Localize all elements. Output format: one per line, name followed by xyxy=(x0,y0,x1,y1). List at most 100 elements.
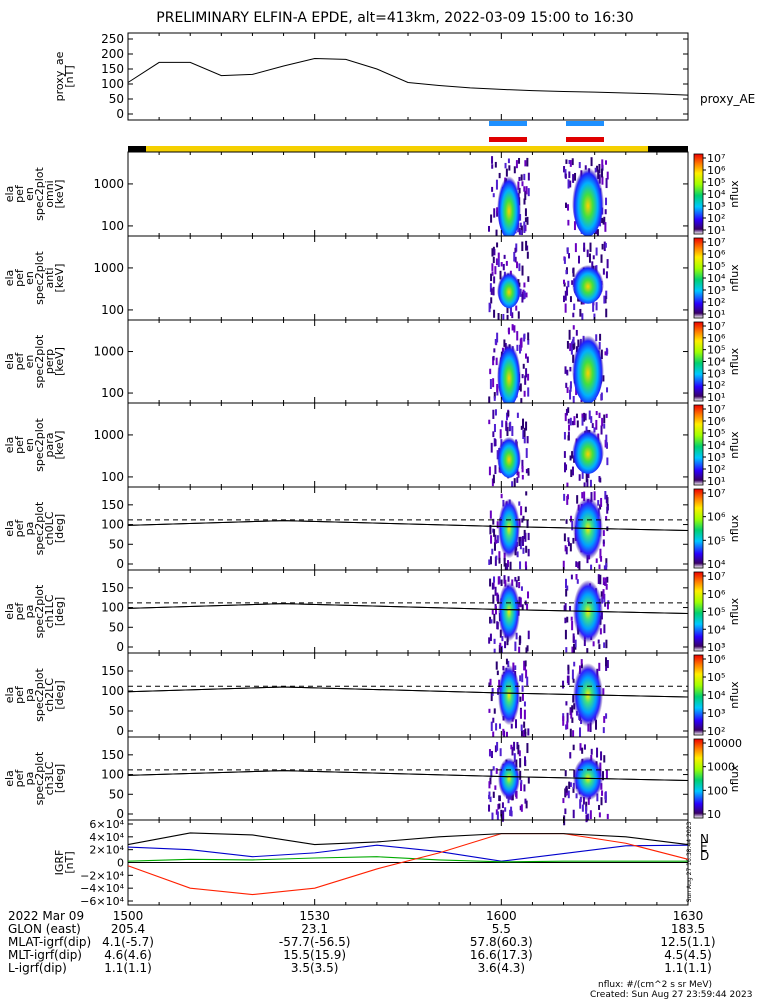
spectro-pixel xyxy=(527,630,530,640)
spectro-pixel xyxy=(490,288,493,295)
spectro-pixel xyxy=(521,685,524,692)
colorbar-label-pa_ch3: 1000 xyxy=(707,761,735,774)
spectro-pixel xyxy=(494,338,497,345)
spectro-pixel xyxy=(569,366,572,372)
spectro-pixel xyxy=(493,208,496,218)
spectro-pixel xyxy=(505,412,508,421)
spectro-pixel xyxy=(517,744,520,755)
spectro-pixel xyxy=(598,163,601,174)
spectro-pixel xyxy=(525,491,528,496)
ytick-label: 100 xyxy=(101,303,124,317)
spectro-pixel xyxy=(525,240,528,251)
spectro-pixel xyxy=(570,574,573,580)
spectro-pixel xyxy=(492,409,495,419)
ephem-row-2-label: MLAT-igrf(dip) xyxy=(8,935,91,949)
spectro-pixel xyxy=(602,268,605,275)
spectro-pixel xyxy=(495,539,498,544)
spectro-pixel xyxy=(488,225,491,232)
spectro-pixel xyxy=(517,471,520,478)
spectro-pixel xyxy=(571,466,574,476)
spectro-pixel xyxy=(513,166,516,174)
spectro-pixel xyxy=(564,290,567,301)
spectro-pixel xyxy=(605,308,608,318)
spectro-pixel xyxy=(605,290,608,300)
spectro-pixel xyxy=(606,387,609,393)
ylabel-en-anti-4: anti xyxy=(43,267,56,288)
spectro-pixel xyxy=(527,387,530,397)
spectro-pixel xyxy=(606,813,609,820)
spacecraft-status-bar xyxy=(128,146,688,152)
spectro-pixel xyxy=(492,731,495,739)
colorbar-label-pa_ch3: 10 xyxy=(707,808,721,821)
spectro-pixel xyxy=(604,602,607,607)
spectro-pixel xyxy=(501,802,504,809)
spectro-pixel xyxy=(589,479,592,490)
spectro-pixel xyxy=(495,229,498,238)
spectro-pixel xyxy=(522,730,525,738)
spectro-pixel xyxy=(601,217,604,224)
ylabel-pa-ch1-1: pef xyxy=(13,602,26,621)
spectro-pixel xyxy=(577,562,580,569)
spectro-pixel xyxy=(575,793,578,799)
spectro-pixel xyxy=(564,202,567,208)
spectro-pixel xyxy=(600,497,603,507)
spectro-pixel xyxy=(506,303,509,314)
colorbar-label-en_omni: 10⁴ xyxy=(707,188,726,201)
spectro-pixel xyxy=(585,472,588,483)
spectro-pixel xyxy=(521,474,524,480)
ylabel-en-omni-1: pef xyxy=(13,184,26,203)
spectro-pixel xyxy=(599,548,602,559)
ytick-label: 2×10⁴ xyxy=(89,844,124,857)
spectro-pixel xyxy=(569,389,572,400)
ephem-row-4-value-2: 3.6(4.3) xyxy=(478,961,526,975)
spectro-pixel xyxy=(566,340,569,349)
spectro-pixel xyxy=(525,800,528,809)
spectro-pixel xyxy=(498,551,501,561)
spectro-pixel xyxy=(499,642,502,649)
spectro-pixel xyxy=(520,398,523,406)
ytick-label: 150 xyxy=(101,664,124,678)
spectro-pixel xyxy=(525,368,528,378)
spectro-pixel xyxy=(492,378,495,388)
colorbar-label-pa_ch1: 10⁴ xyxy=(707,623,726,636)
spectro-pixel xyxy=(490,214,493,223)
spectro-pixel xyxy=(583,744,586,750)
ytick-label: 1000 xyxy=(93,261,124,275)
spectro-pixel xyxy=(572,678,575,683)
spectro-pixel xyxy=(492,474,495,484)
spectro-pixel xyxy=(569,455,572,461)
ylabel-en-para-2: en xyxy=(23,438,36,452)
spectro-pixel xyxy=(493,613,496,624)
spectro-pixel xyxy=(520,724,523,731)
spectro-pixel xyxy=(571,520,574,531)
ephem-row-0-value-1: 1530 xyxy=(299,909,330,923)
ytick-label: 250 xyxy=(101,32,124,46)
spectro-pixel xyxy=(525,669,528,679)
spectro-pixel xyxy=(589,810,592,820)
colorbar-label-en_omni: 10⁷ xyxy=(707,152,725,165)
spectro-pixel xyxy=(576,495,579,504)
spectro-pixel xyxy=(519,541,522,550)
spectro-pixel xyxy=(602,530,605,537)
ephem-row-0-label: 2022 Mar 09 xyxy=(8,909,84,923)
spectro-pixel xyxy=(513,251,516,262)
spectro-pixel xyxy=(519,675,522,682)
colorbar-pa_ch1 xyxy=(693,571,704,652)
spectro-pixel xyxy=(525,468,528,474)
colorbar-stack: 10⁷10⁶10⁵10⁴10³10²10¹nflux10⁷10⁶10⁵10⁴10… xyxy=(693,152,742,821)
spectro-pixel xyxy=(497,803,500,810)
spectro-pixel xyxy=(601,243,604,250)
spectro-pixel xyxy=(518,581,521,589)
spectro-pixel xyxy=(489,751,492,757)
spectro-pixel xyxy=(605,516,608,521)
spectro-pixel xyxy=(572,643,575,653)
spectro-pixel xyxy=(571,420,574,426)
colorbar-label-pa_ch2: 10⁶ xyxy=(707,653,726,666)
ylabel-pa-ch2-1: pef xyxy=(13,685,26,704)
ylabel-en-para-4: para xyxy=(43,433,56,458)
ytick-label: 1000 xyxy=(93,428,124,442)
ylabel-en-perp-0: ela xyxy=(3,353,16,370)
spectro-pixel xyxy=(600,425,603,435)
spectro-pixel xyxy=(604,295,607,304)
spectro-pixel xyxy=(519,214,522,221)
